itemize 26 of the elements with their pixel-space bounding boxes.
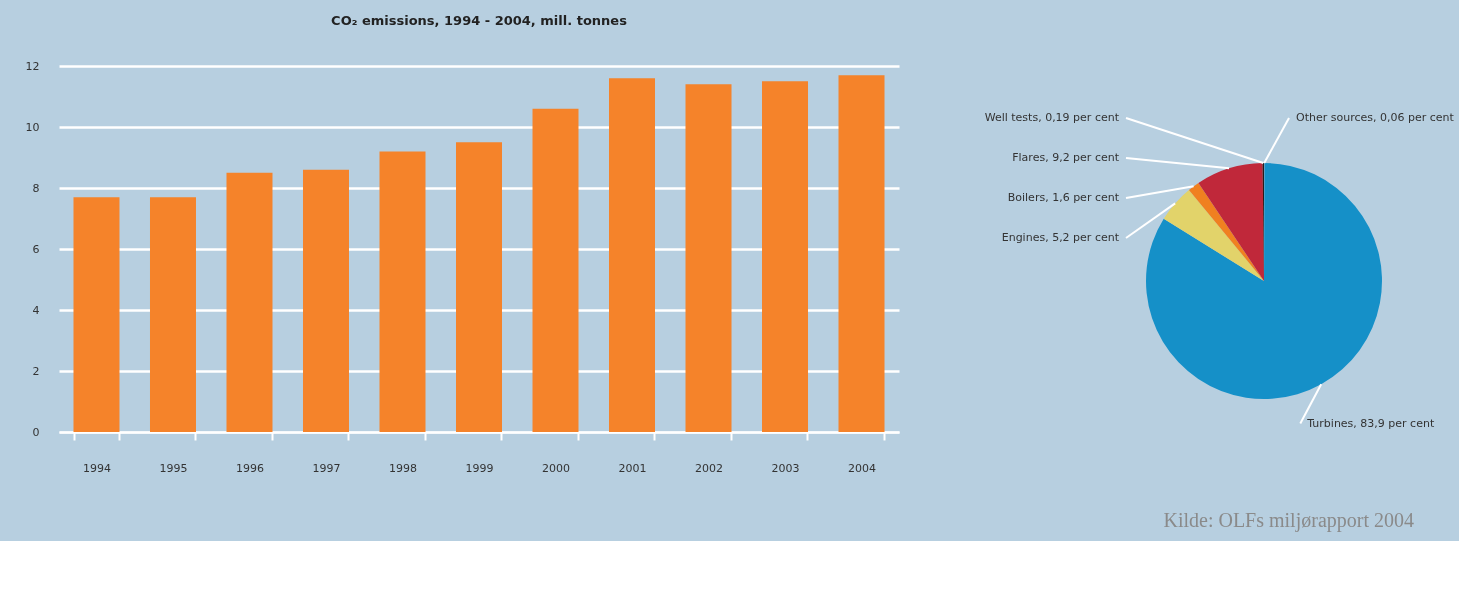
x-tick-label: 2002: [695, 461, 724, 475]
x-tick-label: 1996: [235, 461, 264, 475]
slice-label: Other sources, 0,06 per cent: [1296, 111, 1455, 124]
slice-label: Engines, 5,2 per cent: [1001, 231, 1120, 244]
x-tick-label: 1997: [312, 461, 341, 475]
x-tick-label: 2003: [771, 461, 800, 475]
slice-label: Flares, 9,2 per cent: [1012, 151, 1120, 164]
y-tick-label: 2: [32, 364, 40, 378]
x-tick-label: 2000: [542, 461, 570, 475]
y-tick-label: 12: [25, 59, 40, 73]
x-tick-label: 1994: [82, 461, 111, 475]
x-tick-label: 1999: [465, 461, 494, 475]
y-tick-label: 0: [32, 425, 40, 439]
text: Kilde: OLFs miljørapport 2004: [1163, 509, 1414, 532]
y-tick-label: 8: [32, 181, 40, 195]
y-tick-label: 10: [25, 120, 40, 134]
chart-title: CO₂ emissions, 1994 - 2004, mill. tonnes: [331, 13, 628, 28]
slice-label: Turbines, 83,9 per cent: [1306, 416, 1435, 430]
x-tick-label: 1995: [159, 461, 188, 475]
slice-label: Well tests, 0,19 per cent: [984, 111, 1120, 124]
x-tick-label: 2004: [848, 461, 877, 475]
slice-label: Boilers, 1,6 per cent: [1007, 191, 1120, 204]
x-tick-label: 2001: [618, 461, 647, 475]
y-tick-label: 4: [32, 303, 40, 317]
x-tick-label: 1998: [389, 461, 417, 475]
y-tick-label: 6: [32, 242, 40, 256]
